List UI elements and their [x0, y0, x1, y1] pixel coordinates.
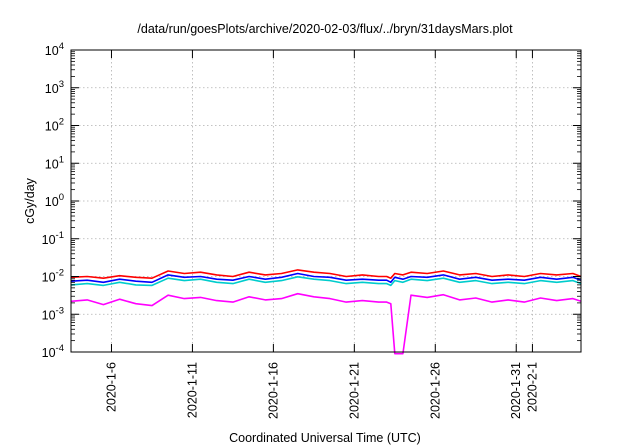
chart-title: /data/run/goesPlots/archive/2020-02-03/f… [137, 22, 513, 36]
y-tick-label: 101 [45, 154, 64, 171]
x-tick-label: 2020-1-26 [428, 362, 442, 419]
series-line [70, 269, 582, 280]
y-tick-label: 10-1 [42, 230, 64, 247]
x-axis-label: Coordinated Universal Time (UTC) [229, 431, 421, 445]
data-series [70, 269, 582, 355]
x-tick-label: 2020-2-1 [525, 362, 539, 412]
y-tick-label: 10-4 [42, 343, 64, 360]
y-tick-label: 102 [45, 117, 64, 134]
series-line [70, 272, 582, 284]
series-line [70, 292, 582, 355]
x-tick-label: 2020-1-16 [266, 362, 280, 419]
x-tick-label: 2020-1-11 [185, 362, 199, 418]
axis-ticks: 10-4 10-3 10-2 10-1 100 101 102 103 104 2020-1-6 2… [42, 41, 581, 419]
y-tick-label: 10-2 [42, 268, 64, 285]
y-tick-label: 10-3 [42, 305, 64, 322]
plot-frame [70, 49, 582, 353]
x-tick-label: 2020-1-21 [347, 362, 361, 419]
series-line [70, 275, 582, 287]
y-tick-label: 103 [45, 79, 64, 96]
x-tick-label: 2020-1-31 [509, 362, 523, 419]
y-tick-label: 104 [45, 41, 64, 58]
x-tick-label: 2020-1-6 [104, 362, 118, 412]
y-tick-label: 100 [45, 192, 64, 209]
y-axis-label: cGy/day [23, 177, 37, 224]
